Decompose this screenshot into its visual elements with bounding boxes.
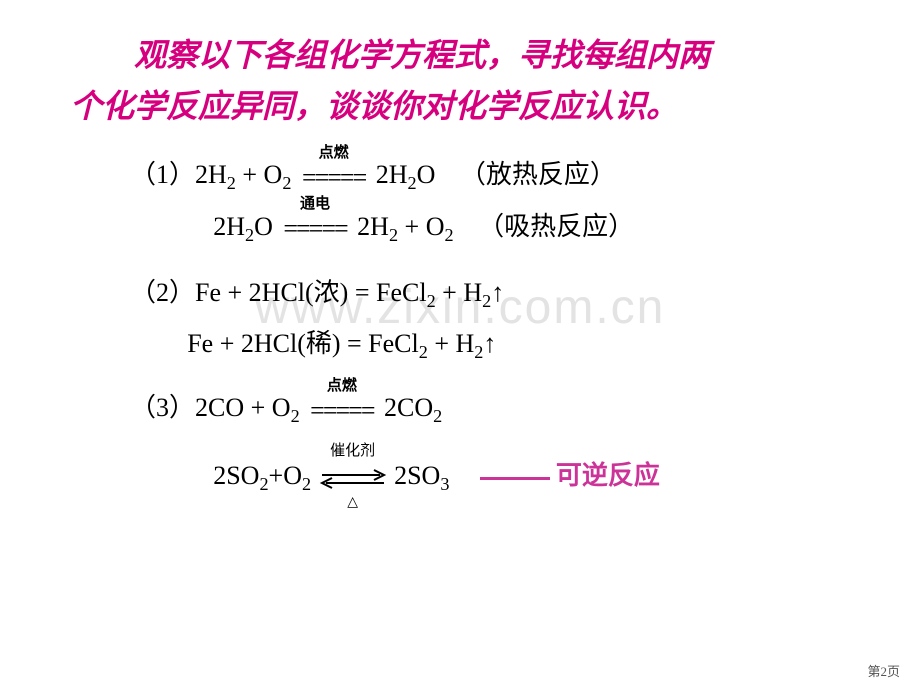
eq-3-2: 2SO2+O2 催化剂 △ 2SO3 可逆反应 xyxy=(130,451,850,502)
eq-1-1: （1）2H2 + O2 点燃 ===== 2H2O （放热反应） xyxy=(130,150,850,202)
connector-line xyxy=(480,477,550,480)
group-2-label: （2） xyxy=(130,278,195,307)
reversible-arrow-icon xyxy=(318,467,388,489)
group-2: （2）Fe + 2HCl(浓) = FeCl2 + H2↑ Fe + 2HCl(… xyxy=(130,268,850,370)
intro-line1: 观察以下各组化学方程式，寻找每组内两 xyxy=(134,30,710,81)
intro-text: 观察以下各组化学方程式，寻找每组内两 个化学反应异同，谈谈你对化学反应认识。 xyxy=(70,30,850,132)
eq-3-1: （3）2CO + O2 点燃 ===== 2CO2 xyxy=(130,383,850,435)
equations-block: （1）2H2 + O2 点燃 ===== 2H2O （放热反应） 2H2O 通电… xyxy=(70,150,850,501)
slide-content: 观察以下各组化学方程式，寻找每组内两 个化学反应异同，谈谈你对化学反应认识。 （… xyxy=(0,0,920,502)
eq-2-1: （2）Fe + 2HCl(浓) = FeCl2 + H2↑ xyxy=(130,268,850,319)
group-1: （1）2H2 + O2 点燃 ===== 2H2O （放热反应） 2H2O 通电… xyxy=(130,150,850,253)
group-1-label: （1） xyxy=(130,160,195,189)
note-endothermic: （吸热反应） xyxy=(478,212,634,241)
reversible-label: 可逆反应 xyxy=(556,460,660,490)
note-exothermic: （放热反应） xyxy=(460,160,616,189)
intro-line2: 个化学反应异同，谈谈你对化学反应认识。 xyxy=(70,88,678,124)
eq-2-2: Fe + 2HCl(稀) = FeCl2 + H2↑ xyxy=(130,319,850,370)
arrow-ignite-2: 点燃 ===== xyxy=(310,386,373,435)
group-3: （3）2CO + O2 点燃 ===== 2CO2 2SO2+O2 催化剂 xyxy=(130,383,850,501)
group-3-label: （3） xyxy=(130,393,195,422)
reversible-arrow: 催化剂 △ xyxy=(318,451,388,500)
eq-1-2: 2H2O 通电 ===== 2H2 + O2 （吸热反应） xyxy=(130,202,850,254)
page-number: 第2页 xyxy=(867,661,900,680)
arrow-electrolysis: 通电 ===== xyxy=(283,204,346,253)
